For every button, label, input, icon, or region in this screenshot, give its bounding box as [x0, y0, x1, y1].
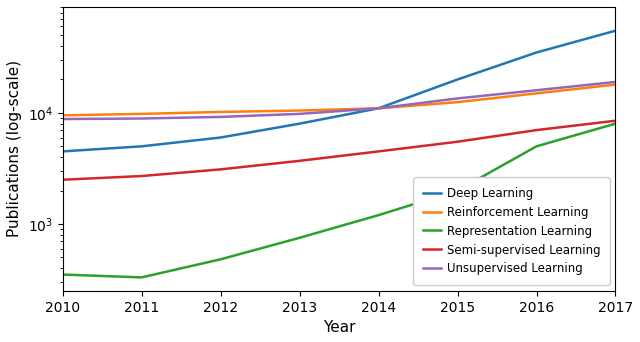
Semi-supervised Learning [454, 140, 461, 144]
Unsupervised Learning [138, 117, 145, 121]
Unsupervised Learning [612, 80, 620, 84]
Reinforcement Learning [532, 91, 540, 95]
Line: Deep Learning: Deep Learning [63, 31, 616, 152]
Reinforcement Learning [374, 106, 382, 110]
Representation Learning [454, 188, 461, 193]
Semi-supervised Learning [296, 159, 303, 163]
Representation Learning [296, 236, 303, 240]
Reinforcement Learning [454, 100, 461, 104]
Semi-supervised Learning [59, 178, 67, 182]
Unsupervised Learning [59, 117, 67, 121]
X-axis label: Year: Year [323, 320, 355, 335]
Unsupervised Learning [374, 106, 382, 110]
Reinforcement Learning [296, 108, 303, 113]
Deep Learning [138, 144, 145, 148]
Line: Unsupervised Learning: Unsupervised Learning [63, 82, 616, 119]
Deep Learning [454, 77, 461, 81]
Representation Learning [217, 257, 225, 261]
Reinforcement Learning [217, 110, 225, 114]
Semi-supervised Learning [612, 119, 620, 123]
Deep Learning [612, 29, 620, 33]
Semi-supervised Learning [374, 149, 382, 154]
Deep Learning [217, 135, 225, 140]
Unsupervised Learning [217, 115, 225, 119]
Representation Learning [59, 273, 67, 277]
Unsupervised Learning [296, 112, 303, 116]
Reinforcement Learning [138, 112, 145, 116]
Representation Learning [138, 275, 145, 279]
Unsupervised Learning [532, 88, 540, 92]
Deep Learning [296, 122, 303, 126]
Representation Learning [532, 144, 540, 148]
Semi-supervised Learning [217, 167, 225, 171]
Line: Representation Learning: Representation Learning [63, 124, 616, 277]
Representation Learning [612, 122, 620, 126]
Semi-supervised Learning [138, 174, 145, 178]
Legend: Deep Learning, Reinforcement Learning, Representation Learning, Semi-supervised : Deep Learning, Reinforcement Learning, R… [413, 177, 609, 285]
Semi-supervised Learning [532, 128, 540, 132]
Reinforcement Learning [612, 82, 620, 87]
Deep Learning [532, 50, 540, 54]
Deep Learning [59, 149, 67, 154]
Y-axis label: Publications (log-scale): Publications (log-scale) [7, 60, 22, 237]
Reinforcement Learning [59, 113, 67, 117]
Representation Learning [374, 213, 382, 217]
Line: Semi-supervised Learning: Semi-supervised Learning [63, 121, 616, 180]
Deep Learning [374, 106, 382, 110]
Line: Reinforcement Learning: Reinforcement Learning [63, 84, 616, 115]
Unsupervised Learning [454, 96, 461, 101]
